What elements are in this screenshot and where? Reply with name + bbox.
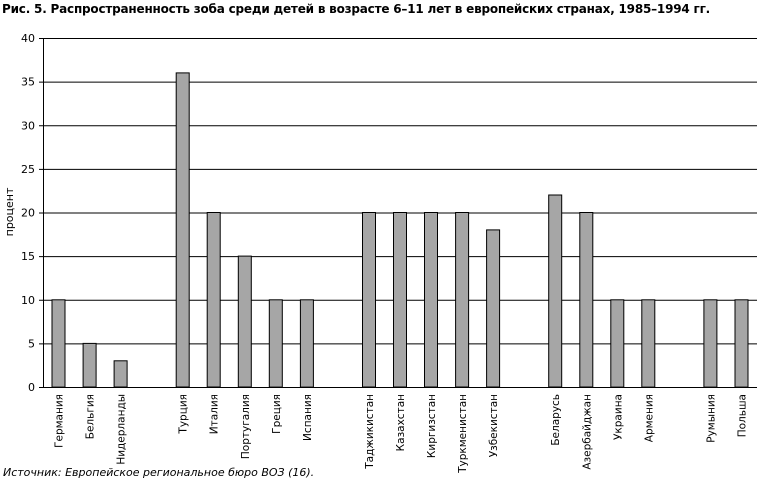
y-tick-label: 30 bbox=[21, 119, 35, 132]
y-tick-label: 20 bbox=[21, 207, 35, 220]
bar bbox=[610, 299, 625, 388]
x-tick-label: Греция bbox=[271, 394, 283, 434]
y-tick-label: 25 bbox=[21, 163, 35, 176]
bar bbox=[362, 212, 376, 388]
x-tick-label: Румыния bbox=[705, 394, 717, 443]
y-axis-ticks: 0 5 10 15 20 25 30 35 40 bbox=[21, 32, 43, 394]
bar bbox=[113, 360, 128, 388]
y-tick-label: 10 bbox=[21, 294, 35, 307]
bar bbox=[486, 229, 501, 388]
chart-title: Рис. 5. Распространенность зоба среди де… bbox=[2, 2, 711, 16]
x-tick-label: Германия bbox=[54, 394, 66, 448]
x-tick-label: Казахстан bbox=[395, 394, 407, 451]
bar bbox=[734, 299, 749, 388]
x-tick-label: Беларусь bbox=[550, 394, 562, 446]
x-tick-label: Нидерланды bbox=[116, 394, 128, 465]
bar bbox=[299, 299, 314, 388]
y-tick-label: 40 bbox=[21, 32, 35, 45]
bar bbox=[82, 342, 97, 388]
x-tick-label: Бельгия bbox=[85, 394, 97, 439]
x-tick-label: Польша bbox=[737, 394, 749, 437]
source-note: Источник: Европейское региональное бюро … bbox=[3, 466, 315, 479]
y-tick-label: 15 bbox=[21, 250, 35, 263]
x-axis-labels: Германия Бельгия Нидерланды Турция Италия Пор… bbox=[54, 394, 749, 474]
bars bbox=[51, 72, 749, 388]
bar bbox=[393, 212, 407, 388]
x-tick-label: Таджикистан bbox=[364, 394, 376, 470]
bar bbox=[579, 212, 594, 388]
y-tick-label: 0 bbox=[28, 381, 35, 394]
bar bbox=[268, 299, 283, 388]
x-tick-label: Азербайджан bbox=[581, 394, 593, 470]
y-tick-label: 35 bbox=[21, 76, 35, 89]
x-tick-label: Италия bbox=[209, 394, 221, 434]
bar bbox=[237, 255, 252, 388]
bar bbox=[206, 212, 221, 388]
bar bbox=[424, 212, 438, 388]
bar bbox=[703, 299, 718, 388]
x-tick-label: Узбекистан bbox=[488, 394, 500, 457]
x-tick-label: Португалия bbox=[240, 394, 252, 459]
x-tick-label: Туркменистан bbox=[457, 394, 469, 474]
x-tick-label: Украина bbox=[612, 394, 624, 440]
bar bbox=[175, 72, 190, 388]
x-tick-label: Киргизстан bbox=[426, 394, 438, 458]
bar bbox=[51, 299, 66, 388]
bar bbox=[455, 212, 470, 388]
axes bbox=[43, 38, 757, 388]
bar bbox=[641, 299, 656, 388]
x-tick-label: Армения bbox=[643, 394, 655, 442]
x-tick-label: Испания bbox=[302, 394, 314, 441]
y-tick-label: 5 bbox=[28, 337, 35, 350]
bar bbox=[548, 194, 563, 388]
x-tick-label: Турция bbox=[178, 394, 190, 435]
y-axis-label: процент bbox=[3, 187, 16, 236]
